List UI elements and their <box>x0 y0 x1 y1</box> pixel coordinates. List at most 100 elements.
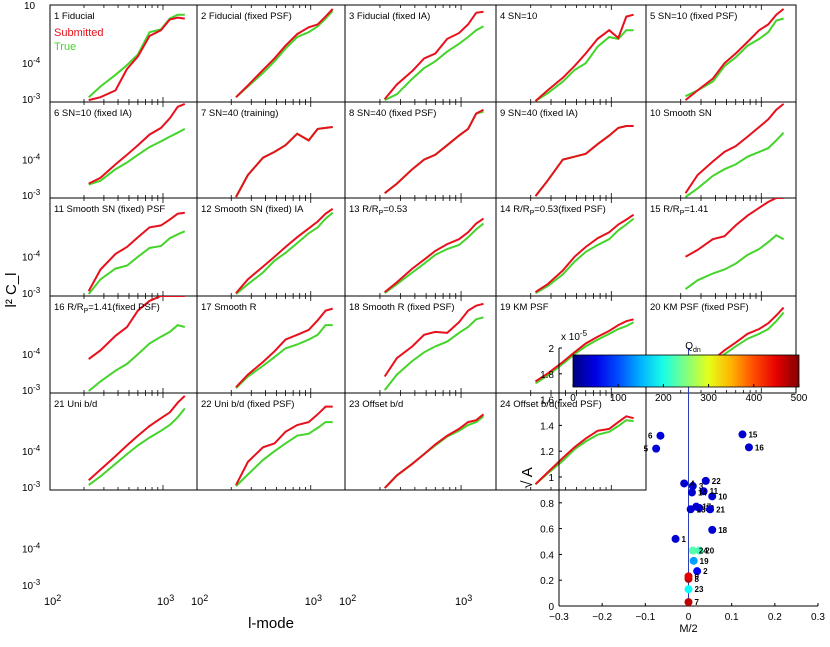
colorbar-tick-label: 500 <box>791 393 808 404</box>
panel-lines <box>534 213 635 294</box>
panel-lines <box>235 307 333 389</box>
submitted-series-line <box>88 296 185 360</box>
scatter-x-tick-label: 0.1 <box>725 612 739 623</box>
scatter-point-23 <box>684 585 693 594</box>
panel-lines <box>534 125 634 197</box>
true-series-line <box>88 407 186 486</box>
panel-frame <box>49 295 198 394</box>
panel-4: 4 SN=10 <box>495 4 647 103</box>
panel-lines <box>684 8 785 101</box>
scatter-point-7 <box>684 598 693 607</box>
y-tick-label: 10-3 <box>22 188 41 202</box>
scatter-point-5 <box>652 444 661 453</box>
true-series-line <box>235 211 334 295</box>
true-series-line <box>235 421 333 487</box>
scatter-point-label: 2 <box>703 567 708 576</box>
colorbar-tick-label: 100 <box>610 393 627 404</box>
true-series-line <box>87 230 186 295</box>
panel-title: 2 Fiducial (fixed PSF) <box>201 11 292 22</box>
panel-grid: 1 Fiducial Submitted True 2 Fiducial (fixed… <box>49 4 797 491</box>
true-series-line <box>534 419 634 485</box>
scatter-point-label: 19 <box>700 557 709 566</box>
x-tick-label: 102 <box>44 593 61 608</box>
y-tick-label: 10-3 <box>22 286 41 300</box>
panel-lines <box>534 318 635 385</box>
true-series-line <box>235 324 333 389</box>
panel-title: 23 Offset b/d <box>349 399 403 410</box>
submitted-series-line <box>384 108 484 194</box>
panel-frame <box>495 4 647 103</box>
panel-1: 1 Fiducial Submitted True <box>49 4 198 103</box>
submitted-series-line <box>235 405 333 486</box>
y-tick-label: 10-3 <box>22 578 41 592</box>
submitted-series-line <box>383 302 484 378</box>
panel-title: 1 Fiducial <box>54 11 95 22</box>
scatter-point-label: 9 <box>695 572 700 581</box>
scatter-y-label: √ A <box>519 467 536 489</box>
panel-frame <box>645 197 797 297</box>
panel-lines <box>88 102 186 186</box>
submitted-series-line <box>235 207 334 294</box>
scatter-point-2 <box>693 567 702 576</box>
panel-lines <box>88 296 186 392</box>
panel-lines <box>684 198 785 290</box>
panel-title: 12 Smooth SN (fixed) IA <box>201 204 304 215</box>
panel-frame <box>49 4 198 103</box>
scatter-point-label: 22 <box>712 477 721 486</box>
panel-title: 24 Offset b/d(fixed PSF) <box>500 399 602 410</box>
y-tick-label: 10-4 <box>22 444 41 458</box>
panel-title: 6 SN=10 (fixed IA) <box>54 108 132 119</box>
panel-18: 18 Smooth R (fixed PSF) <box>344 295 497 394</box>
submitted-series-line <box>383 413 485 489</box>
submitted-series-line <box>684 8 785 101</box>
scatter-point-16 <box>744 443 753 452</box>
y-tick-label: 10-3 <box>22 383 41 397</box>
scatter-point-9 <box>684 572 693 581</box>
panel-10: 10 Smooth SN <box>645 101 797 199</box>
scatter-point-1 <box>671 534 680 543</box>
panel-5: 5 SN=10 (fixed PSF) <box>645 4 797 103</box>
panel-lines <box>235 8 334 98</box>
y-tick-label: 10-4 <box>22 152 41 166</box>
submitted-series-line <box>534 213 635 293</box>
scatter-point-label: 14 <box>698 488 707 497</box>
panel-title: 21 Uni b/d <box>54 399 97 410</box>
panel-2: 2 Fiducial (fixed PSF) <box>196 4 346 103</box>
scatter-point-label: 3 <box>699 482 704 491</box>
true-series-line <box>534 29 634 102</box>
scatter-point-label: 20 <box>705 547 714 556</box>
x-tick-label: 102 <box>191 593 208 608</box>
panel-frame <box>196 101 346 199</box>
panel-lines <box>384 108 484 194</box>
true-series-line <box>235 10 334 98</box>
panel-17: 17 Smooth R <box>196 295 346 394</box>
submitted-series-line <box>534 125 634 197</box>
y-tick-label: 10 <box>24 1 36 12</box>
colorbar-tick-label: 200 <box>655 393 672 404</box>
panel-lines <box>383 413 485 489</box>
scatter-point-20 <box>695 546 704 555</box>
scatter-y-tick-label: 1.4 <box>540 421 554 432</box>
scatter-x-tick-label: −0.1 <box>635 612 655 623</box>
panel-frame <box>49 101 198 199</box>
panel-21: 21 Uni b/d <box>49 392 198 491</box>
x-tick-label: 102 <box>339 593 356 608</box>
panel-lines <box>684 103 785 198</box>
scatter-point-label: 23 <box>695 585 704 594</box>
scatter-y-tick-label: 0.8 <box>540 499 554 510</box>
scatter-x-label: M/2 <box>679 623 697 635</box>
panel-frame <box>344 392 497 491</box>
panel-lines <box>534 13 634 102</box>
submitted-series-line <box>684 103 785 194</box>
submitted-series-line <box>384 217 485 293</box>
panel-title: 7 SN=40 (training) <box>201 108 278 119</box>
scatter-point-label: 5 <box>644 445 649 454</box>
scatter-point-label: 21 <box>716 505 725 514</box>
scatter-y-tick-label: 0.2 <box>540 576 554 587</box>
panel-frame <box>645 101 797 199</box>
panel-12: 12 Smooth SN (fixed) IA <box>196 197 346 297</box>
scatter-point-18 <box>708 525 717 534</box>
true-series-line <box>685 17 784 98</box>
panel-11: 11 Smooth SN (fixed) PSF <box>49 197 198 297</box>
panel-13: 13 R/RP=0.53 <box>344 197 497 297</box>
